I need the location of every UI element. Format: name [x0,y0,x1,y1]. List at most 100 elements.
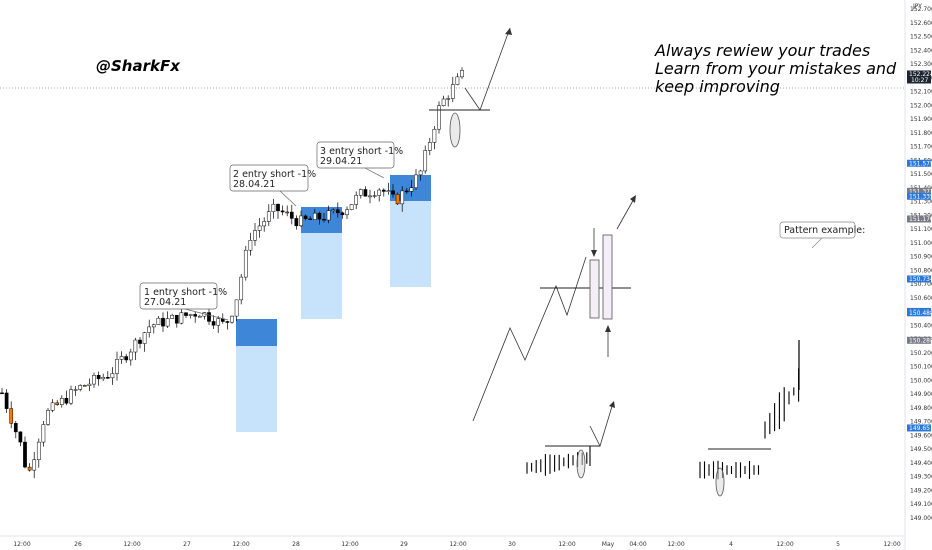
price-tick-label: 152.400 [910,47,932,54]
candle [239,273,244,305]
candle [460,67,464,79]
annotations [429,27,771,497]
pattern-example-bars [526,340,800,480]
candle [427,137,432,156]
candle [326,205,331,224]
target-zone-1 [236,346,277,432]
candle [331,208,336,214]
price-tick-label: 151.500 [910,171,932,178]
candle [110,367,115,385]
price-tick-label: 151.300 [910,199,932,206]
message-line-3: keep improving [655,77,780,96]
callout-1: 1 entry short -1% 27.04.21 [139,282,229,321]
price-tick-label: 152.500 [910,34,932,41]
price-tick-label: 149.400 [910,460,932,467]
price-tick-label: 150.200 [910,350,932,357]
price-tick-label: 151.700 [910,144,932,151]
candle [216,315,221,333]
price-tick-label: 152.700 [910,6,932,13]
price-tick-label: 149.300 [910,474,932,481]
currency-label: JPY [912,3,922,10]
candle [386,182,391,195]
price-tag-label: 150.288 [909,337,932,344]
time-tick-label: 12:00 [883,541,900,548]
time-tick-label: 12:00 [449,541,466,548]
callout-3-line1: 3 entry short -1% [320,146,403,157]
time-tick-label: 12:00 [341,541,358,548]
pattern1-projection [589,402,614,448]
candle [87,378,92,392]
candle [248,232,253,256]
candle [377,188,382,202]
candle [105,371,110,379]
candle [27,463,32,472]
price-tag-sub: 10:27 [911,77,928,84]
candle [0,388,4,395]
candle [381,188,386,197]
candle [78,384,83,392]
candle [115,351,119,381]
candle [119,351,124,364]
price-tag: 150.288 [907,336,932,344]
candle [349,204,354,211]
candle [262,217,267,232]
price-tick-label: 152.100 [910,89,932,96]
candle [18,431,23,447]
message-line-1: Always rewiew your trades [654,41,870,60]
target-zone-3 [390,201,431,287]
callout-2-line1: 2 entry short -1% [233,169,316,180]
time-tick-label: 29 [400,541,408,548]
price-tick-label: 150.800 [910,267,932,274]
candle [193,311,198,323]
candle [211,315,216,329]
candle [345,206,349,220]
candle [138,337,142,349]
candle [32,451,37,479]
candle [253,223,257,246]
trade-zones [236,175,431,432]
time-tick-label: 04:00 [629,541,646,548]
candle [36,438,41,468]
candle [423,145,428,174]
price-tag: 151.335 [907,192,932,200]
candle [184,312,188,318]
price-tag: 149.651 [907,424,932,432]
candle [96,371,101,386]
candle [446,95,451,107]
arrow-diag-shaft [616,196,636,230]
candle [23,436,27,469]
price-tick-label: 150.700 [910,281,932,288]
price-tick-label: 150.900 [910,254,932,261]
price-tick-label: 150.100 [910,364,932,371]
candle [101,373,106,382]
candle [13,420,18,439]
time-tick-label: 12:00 [558,541,575,548]
candle [400,186,405,212]
candle [170,313,175,319]
candle [59,395,64,408]
price-tick-label: 149.000 [910,515,932,522]
candle [358,188,363,199]
time-tick-label: 12:00 [13,541,30,548]
price-tick-label: 151.100 [910,226,932,233]
price-tick-label: 152.300 [910,61,932,68]
candle [82,384,87,387]
candle [156,316,161,325]
price-tick-label: 151.900 [910,116,932,123]
arrow-down-head [591,250,597,257]
candle [340,211,345,219]
candle [289,204,294,225]
candle [165,311,170,329]
candle [404,187,409,195]
candle [225,320,230,330]
candle [124,353,129,363]
watermark: @SharkFx [96,57,181,75]
price-tick-label: 150.400 [910,322,932,329]
time-axis: 12:00 26 12:00 27 12:00 28 12:00 29 12:00 30 12:00… [0,535,905,548]
target-zone-2 [301,233,342,319]
price-tag-label: 151.335 [909,193,932,200]
candle [299,210,303,228]
sketch-wave [472,256,587,422]
candle [368,189,372,204]
